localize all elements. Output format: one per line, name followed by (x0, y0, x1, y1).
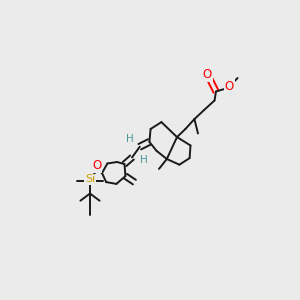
Text: O: O (92, 159, 101, 172)
Text: O: O (202, 68, 211, 81)
Text: O: O (225, 80, 234, 93)
Text: Si: Si (85, 174, 95, 184)
Text: H: H (140, 155, 148, 166)
Text: H: H (126, 134, 134, 145)
